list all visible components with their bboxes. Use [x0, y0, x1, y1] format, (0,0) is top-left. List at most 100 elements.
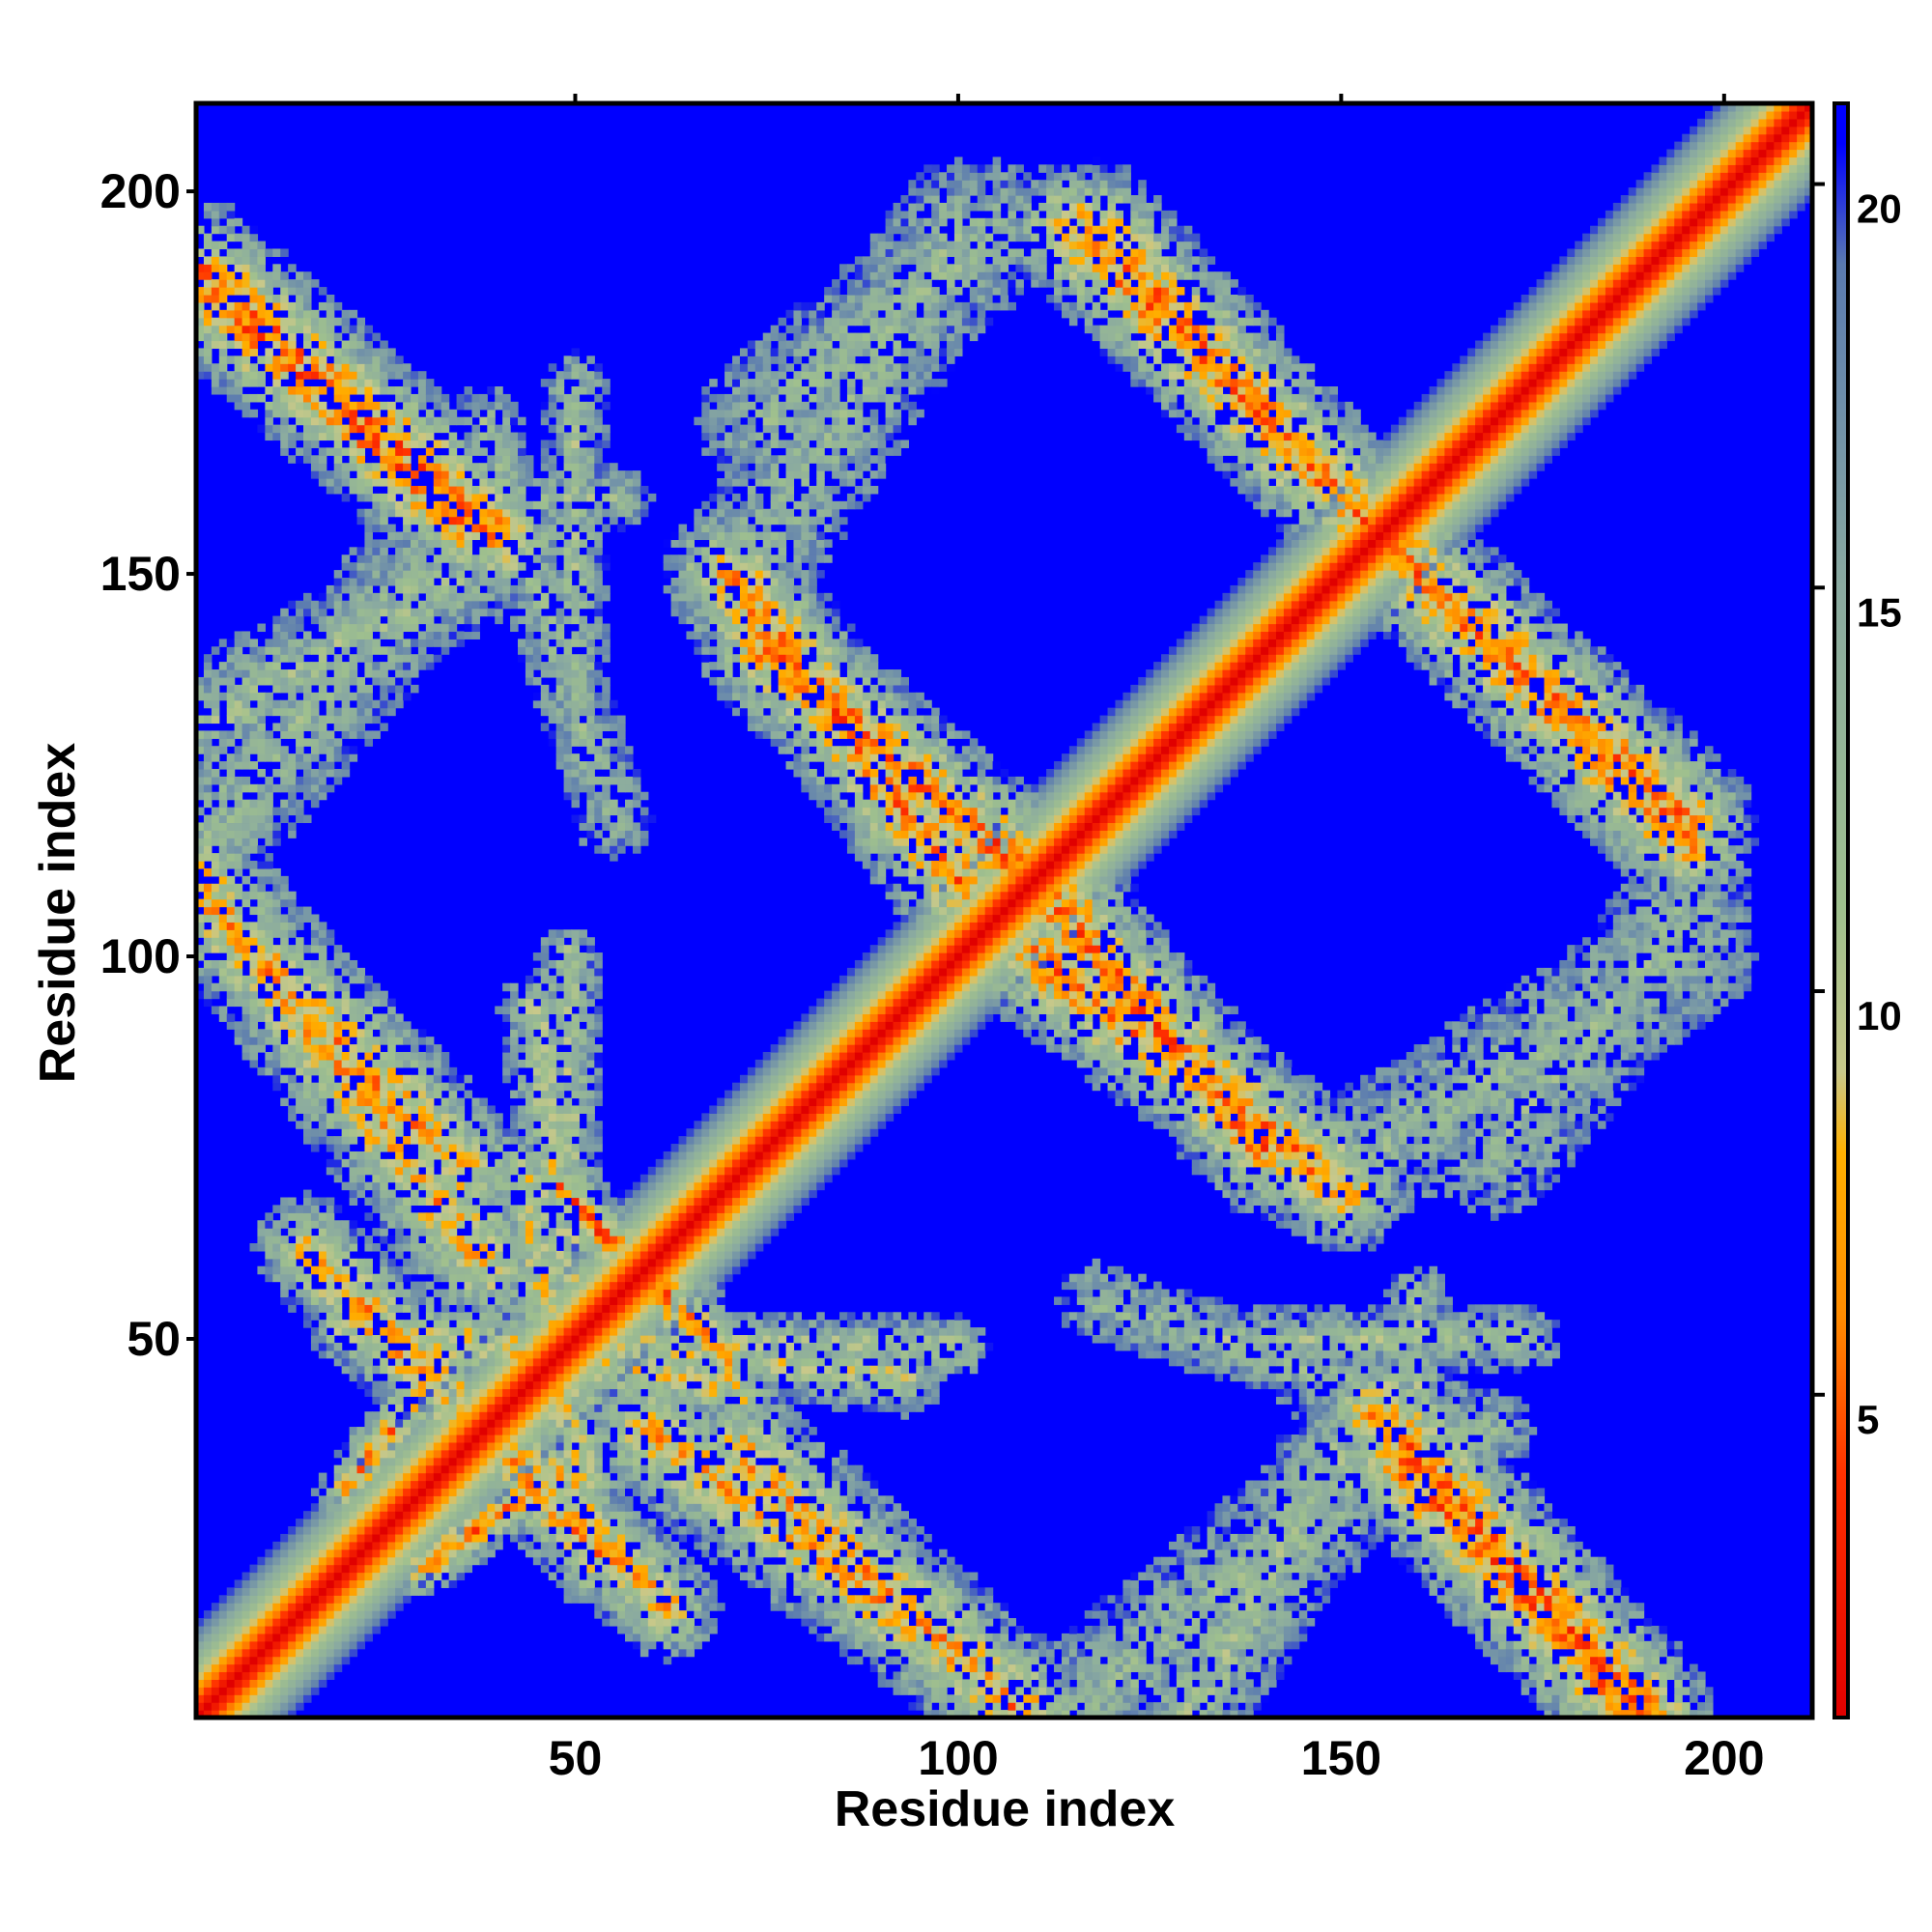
- heatmap-cell: [471, 493, 480, 502]
- heatmap-cell: [433, 646, 442, 655]
- heatmap-cell: [288, 317, 297, 327]
- heatmap-cell: [364, 1044, 373, 1053]
- heatmap-cell: [440, 1396, 450, 1405]
- heatmap-cell: [218, 1671, 228, 1680]
- heatmap-cell: [372, 1572, 381, 1581]
- heatmap-cell: [502, 1066, 511, 1076]
- heatmap-cell: [448, 1342, 458, 1351]
- heatmap-cell: [525, 676, 534, 686]
- heatmap-cell: [448, 463, 458, 471]
- heatmap-cell: [226, 707, 236, 717]
- heatmap-cell: [257, 1029, 266, 1037]
- heatmap-cell: [440, 1327, 450, 1336]
- heatmap-cell: [211, 830, 220, 838]
- heatmap-cell: [487, 1541, 496, 1550]
- heatmap-cell: [364, 1258, 373, 1267]
- heatmap-cell: [280, 1556, 289, 1566]
- heatmap-cell: [425, 516, 435, 526]
- heatmap-cell: [249, 639, 259, 647]
- heatmap-cell: [364, 363, 373, 372]
- heatmap-cell: [579, 1304, 587, 1313]
- heatmap-cell: [249, 309, 259, 319]
- heatmap-cell: [303, 761, 312, 770]
- heatmap-cell: [333, 379, 343, 387]
- heatmap-cell: [571, 1052, 581, 1061]
- heatmap-cell: [425, 1151, 435, 1160]
- heatmap-cell: [563, 945, 573, 953]
- heatmap-cell: [532, 1174, 542, 1183]
- heatmap-cell: [226, 684, 236, 694]
- heatmap-cell: [218, 317, 228, 327]
- heatmap-cell: [510, 1037, 519, 1045]
- heatmap-cell: [411, 401, 419, 411]
- heatmap-cell: [532, 1365, 542, 1375]
- heatmap-cell: [372, 982, 381, 992]
- heatmap-cell: [395, 1541, 404, 1550]
- heatmap-cell: [502, 1472, 511, 1482]
- heatmap-cell: [257, 830, 266, 838]
- heatmap-cell: [525, 1365, 534, 1375]
- heatmap-cell: [310, 723, 320, 731]
- heatmap-cell: [464, 1074, 473, 1084]
- heatmap-cell: [502, 1335, 511, 1344]
- heatmap-cell: [403, 531, 412, 541]
- heatmap-cell: [303, 1671, 312, 1680]
- heatmap-cell: [548, 470, 557, 479]
- heatmap-cell: [518, 592, 526, 602]
- heatmap-cell: [518, 1013, 526, 1022]
- heatmap-cell: [540, 1519, 550, 1527]
- heatmap-cell: [303, 1281, 312, 1291]
- heatmap-cell: [479, 1166, 488, 1176]
- heatmap-cell: [448, 1090, 458, 1099]
- heatmap-cell: [440, 531, 450, 541]
- heatmap-cell: [579, 783, 587, 793]
- heatmap-cell: [387, 1464, 396, 1474]
- heatmap-cell: [349, 707, 358, 717]
- heatmap-cell: [548, 1029, 557, 1037]
- heatmap-cell: [510, 1404, 519, 1412]
- heatmap-cell: [495, 1495, 503, 1504]
- heatmap-cell: [249, 838, 259, 846]
- heatmap-cell: [548, 1472, 557, 1482]
- heatmap-cell: [403, 1441, 412, 1451]
- heatmap-cell: [318, 600, 327, 610]
- heatmap-cell: [518, 485, 526, 495]
- heatmap-cell: [487, 1320, 496, 1328]
- heatmap-cell: [303, 1633, 312, 1642]
- heatmap-cell: [372, 662, 381, 670]
- heatmap-cell: [479, 1449, 488, 1459]
- heatmap-cell: [518, 1304, 526, 1313]
- heatmap-cell: [571, 1289, 581, 1298]
- heatmap-cell: [579, 1205, 587, 1213]
- heatmap-cell: [440, 1205, 450, 1213]
- heatmap-cell: [571, 1427, 581, 1435]
- heatmap-cell: [411, 1404, 419, 1412]
- heatmap-cell: [364, 1273, 373, 1283]
- heatmap-cell: [433, 1572, 442, 1581]
- heatmap-cell: [563, 1228, 573, 1236]
- heatmap-cell: [563, 669, 573, 678]
- heatmap-cell: [411, 1304, 419, 1313]
- heatmap-cell: [540, 1373, 550, 1382]
- heatmap-cell: [333, 1564, 343, 1574]
- heatmap-cell: [333, 684, 343, 694]
- heatmap-cell: [356, 1189, 366, 1199]
- heatmap-cell: [510, 1205, 519, 1213]
- heatmap-cell: [464, 1427, 473, 1435]
- heatmap-cell: [518, 1181, 526, 1191]
- heatmap-cell: [272, 271, 281, 280]
- heatmap-cell: [257, 1648, 266, 1658]
- heatmap-cell: [356, 1640, 366, 1650]
- heatmap-cell: [395, 608, 404, 617]
- heatmap-cell: [364, 608, 373, 617]
- heatmap-cell: [242, 776, 251, 785]
- heatmap-cell: [280, 1656, 289, 1665]
- heatmap-cell: [448, 1548, 458, 1558]
- heatmap-cell: [411, 493, 419, 502]
- heatmap-cell: [211, 1618, 220, 1627]
- heatmap-cell: [387, 371, 396, 380]
- heatmap-cell: [579, 707, 587, 717]
- heatmap-cell: [471, 1144, 480, 1152]
- heatmap-cell: [471, 1411, 480, 1420]
- heatmap-cell: [356, 730, 366, 739]
